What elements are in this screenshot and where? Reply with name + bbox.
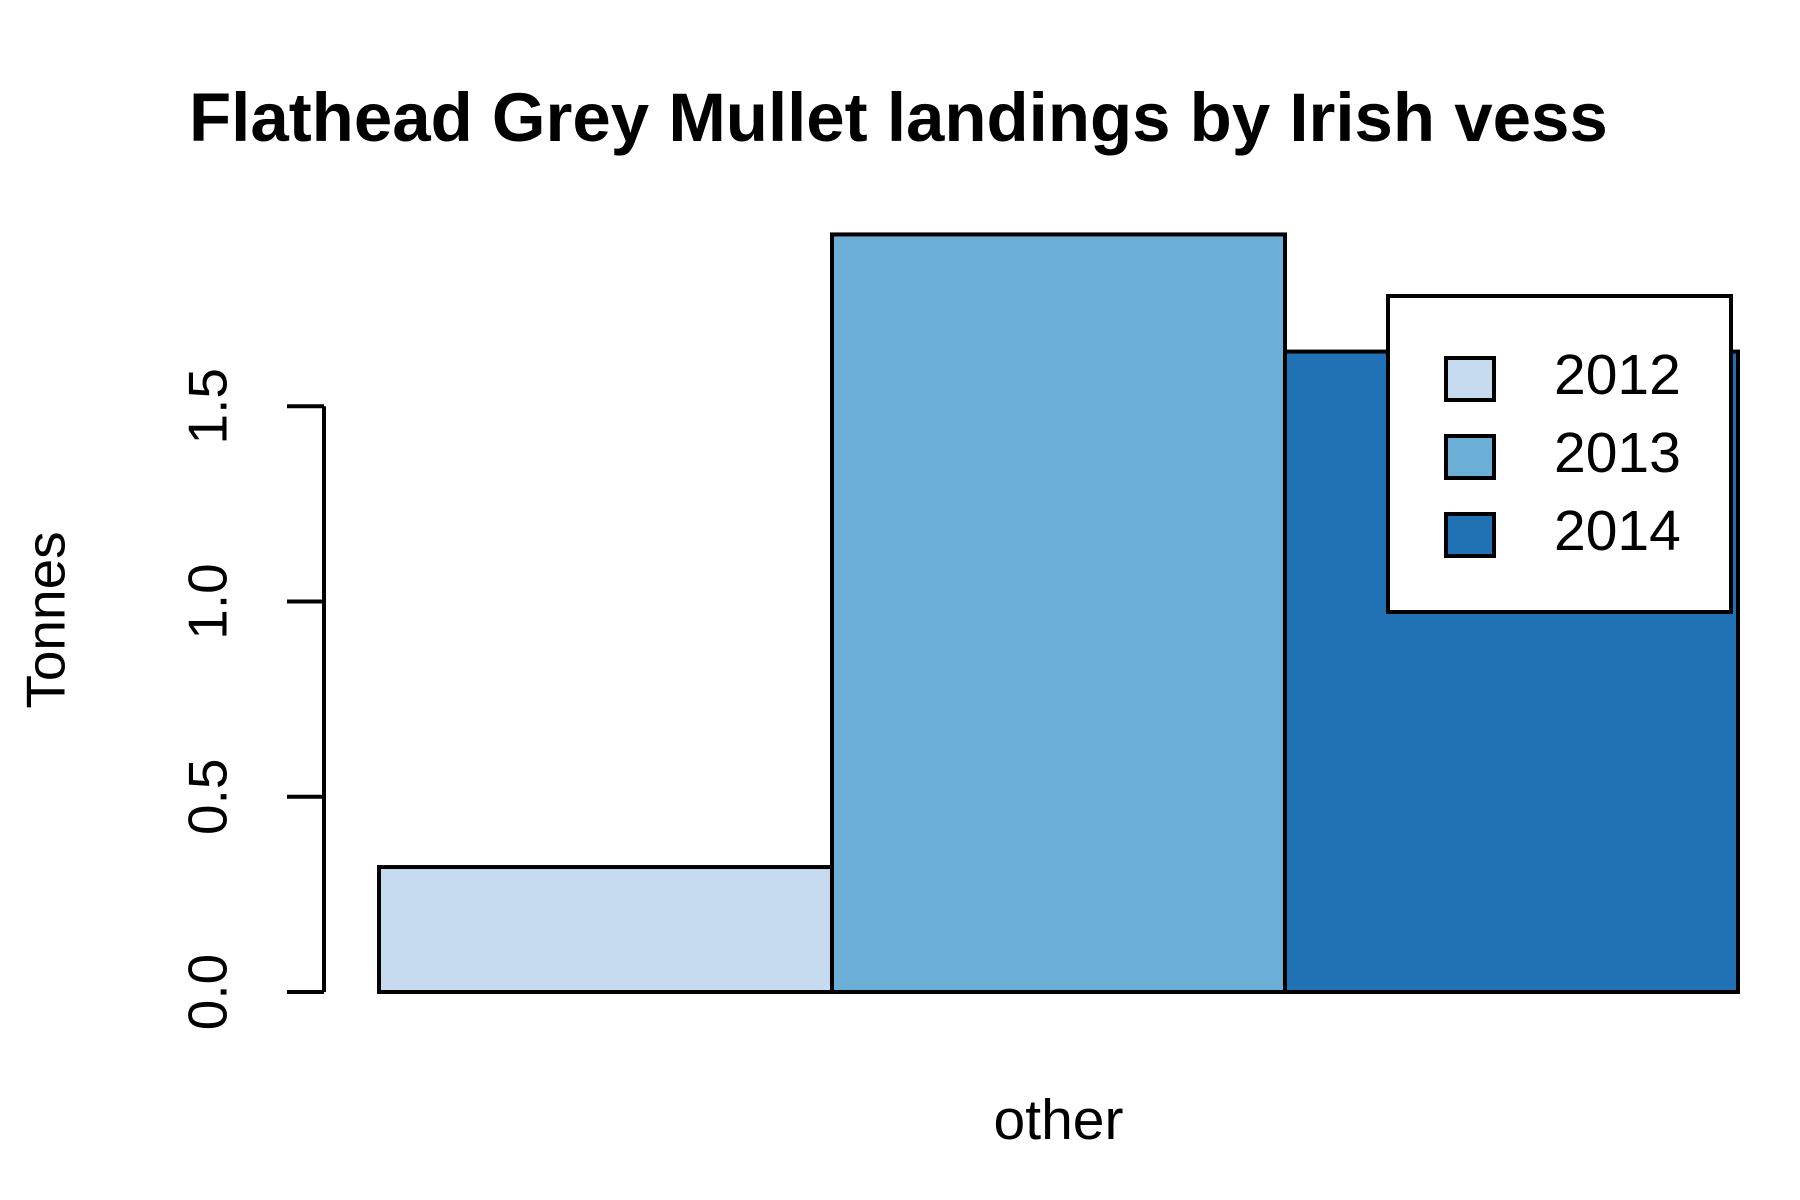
y-tick-label: 1.5 bbox=[177, 368, 239, 444]
bar bbox=[377, 865, 834, 994]
chart-title: Flathead Grey Mullet landings by Irish v… bbox=[189, 79, 1608, 156]
y-tick-label: 0.0 bbox=[177, 954, 239, 1030]
y-tick-label: 0.5 bbox=[177, 759, 239, 835]
y-tick-label: 1.0 bbox=[177, 563, 239, 639]
x-tick-label: other bbox=[994, 1088, 1124, 1152]
bar bbox=[830, 232, 1287, 994]
legend-label: 2012 bbox=[1554, 343, 1681, 407]
legend-swatch bbox=[1444, 434, 1496, 480]
legend-label: 2014 bbox=[1554, 499, 1681, 563]
y-axis-label: Tonnes bbox=[15, 531, 77, 708]
legend-swatch bbox=[1444, 356, 1496, 402]
legend-label: 2013 bbox=[1554, 421, 1681, 485]
legend-swatch bbox=[1444, 512, 1496, 558]
